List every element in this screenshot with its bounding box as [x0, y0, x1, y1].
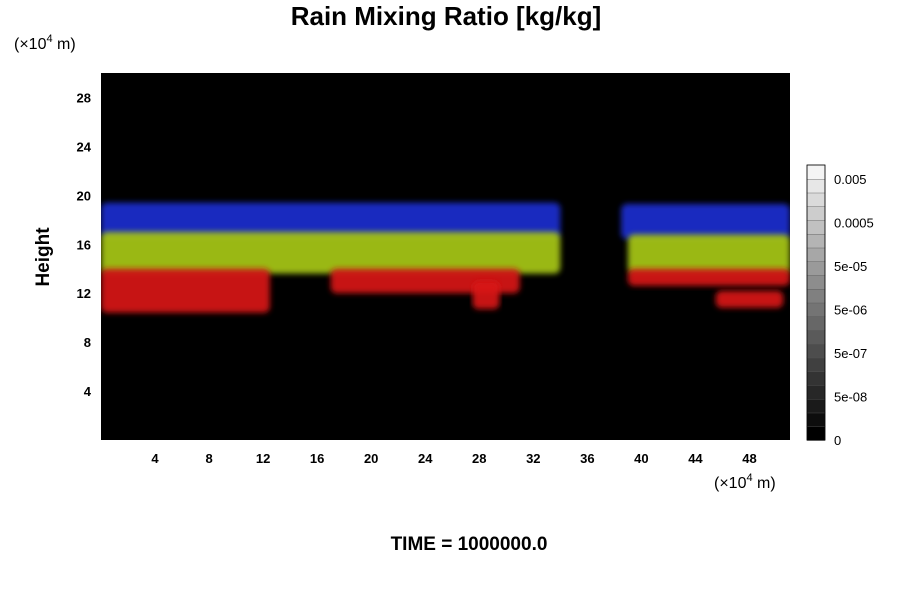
x-tick-label: 28: [472, 451, 486, 466]
colorbar-level: [806, 192, 826, 207]
rain-band-2-segment-2: [472, 280, 500, 310]
colorbar-level: [806, 178, 826, 194]
x-axis: 4 8 12 16 20 24 28 32 36 40 44 48: [151, 451, 756, 466]
y-tick-label: 24: [77, 139, 92, 154]
colorbar-level: [806, 206, 826, 221]
colorbar-level: [806, 247, 826, 262]
chart-title: Rain Mixing Ratio [kg/kg]: [291, 1, 602, 31]
y-axis-unit-exponent: 4: [46, 33, 52, 45]
x-axis-unit-suffix: m): [753, 475, 776, 492]
rain-band-2-segment-0: [101, 268, 270, 313]
rain-band-2-segment-1: [330, 268, 520, 294]
colorbar-label: 5e-06: [834, 303, 867, 318]
colorbar-level: [806, 398, 826, 414]
rain-band-0-segment-1: [621, 203, 790, 240]
x-tick-label: 24: [418, 451, 433, 466]
colorbar-label: 5e-07: [834, 346, 867, 361]
x-tick-label: 48: [742, 451, 756, 466]
x-tick-label: 32: [526, 451, 540, 466]
y-axis-unit-suffix: m): [53, 36, 76, 53]
y-tick-label: 28: [77, 90, 91, 105]
x-tick-label: 40: [634, 451, 648, 466]
colorbar-label: 5e-05: [834, 259, 867, 274]
colorbar-label: 0: [834, 433, 841, 448]
y-tick-label: 20: [77, 188, 91, 203]
colorbar-level: [806, 316, 826, 331]
colorbar-level: [806, 233, 826, 249]
colorbar-level: [806, 357, 826, 372]
y-tick-label: 12: [77, 286, 91, 301]
colorbar-level: [806, 219, 826, 235]
colorbar-level: [806, 384, 826, 400]
x-tick-label: 16: [310, 451, 324, 466]
x-tick-label: 44: [688, 451, 703, 466]
colorbar-level: [806, 329, 826, 345]
colorbar-label: 5e-08: [834, 390, 867, 405]
colorbar-level: [806, 412, 826, 427]
y-tick-label: 8: [84, 335, 91, 350]
rain-band-2-segment-3: [627, 268, 790, 286]
y-axis-label: Height: [33, 227, 54, 287]
x-axis-unit-exponent: 4: [746, 472, 752, 484]
x-tick-label: 36: [580, 451, 594, 466]
colorbar-level: [806, 426, 826, 441]
colorbar-level: [806, 343, 826, 359]
x-tick-label: 12: [256, 451, 270, 466]
colorbar-label: 0.005: [834, 172, 867, 187]
rain-band-2-segment-4: [715, 290, 784, 308]
colorbar-level: [806, 261, 826, 276]
x-tick-label: 8: [205, 451, 212, 466]
colorbar-level: [806, 371, 826, 386]
rain-band-1-segment-1: [627, 234, 790, 274]
y-tick-label: 16: [77, 237, 91, 252]
rain-band-0-segment-0: [101, 202, 561, 239]
colorbar-level: [806, 302, 826, 317]
y-axis-unit: (×104 m): [14, 33, 76, 53]
time-label: TIME = 1000000.0: [391, 534, 548, 555]
y-axis-unit-prefix: (×10: [14, 36, 47, 53]
colorbar: 0.005 0.0005 5e-05 5e-06 5e-07 5e-08 0: [806, 164, 874, 448]
colorbar-level: [806, 164, 826, 180]
rain-band-1-segment-0: [101, 232, 561, 274]
colorbar-label: 0.0005: [834, 216, 874, 231]
y-axis: 4 8 12 16 20 24 28: [77, 90, 92, 399]
x-tick-label: 20: [364, 451, 378, 466]
colorbar-level: [806, 274, 826, 290]
colorbar-level: [806, 288, 826, 304]
x-tick-label: 4: [151, 451, 159, 466]
x-axis-unit-prefix: (×10: [714, 475, 747, 492]
y-tick-label: 4: [84, 384, 92, 399]
colorbar-frame: [806, 164, 826, 441]
x-axis-unit: (×104 m): [714, 472, 776, 492]
rain-field: [101, 202, 790, 313]
